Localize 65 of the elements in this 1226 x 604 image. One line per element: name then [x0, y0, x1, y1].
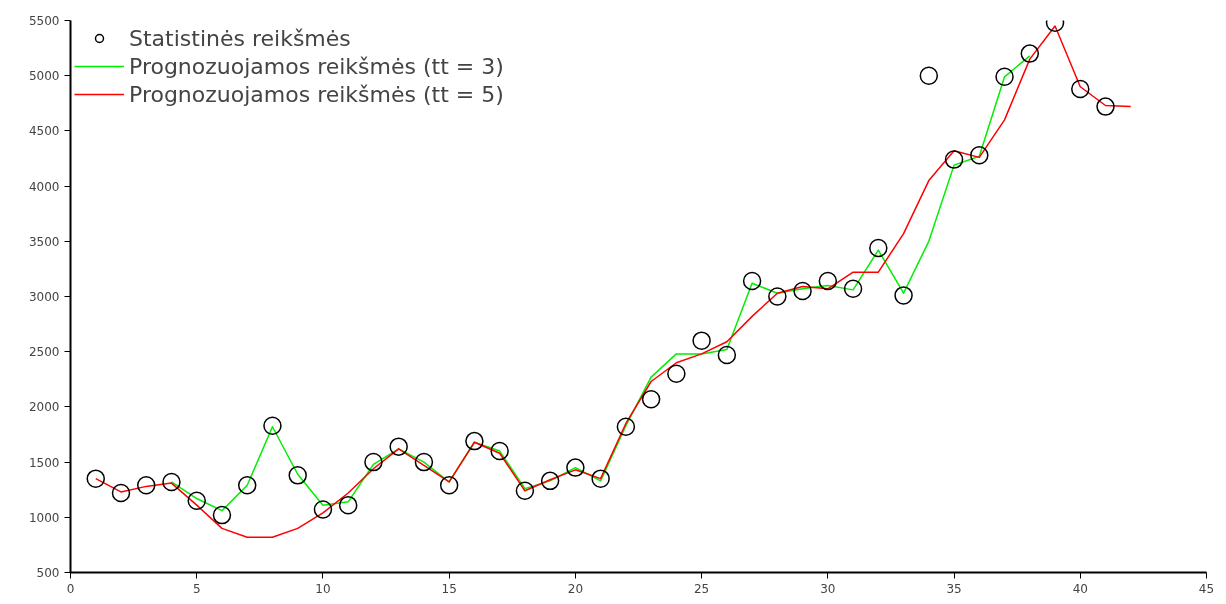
y-tick-label: 1500	[28, 455, 60, 470]
x-tick-label: 10	[315, 581, 331, 596]
x-tick-label: 5	[192, 581, 201, 596]
x-tick-label: 35	[946, 581, 962, 596]
point	[793, 281, 812, 301]
y-tick-label: 500	[36, 566, 60, 580]
point	[288, 466, 307, 485]
point	[136, 476, 156, 495]
point	[869, 238, 888, 258]
point	[970, 145, 989, 165]
point	[86, 469, 105, 488]
point	[566, 458, 585, 477]
point	[667, 364, 686, 384]
point	[540, 471, 560, 491]
point	[742, 271, 762, 291]
x-tick-label: 25	[693, 581, 710, 596]
y-tick-label: 5000	[28, 69, 60, 84]
point	[641, 389, 661, 409]
legend-label: Prognozuojamos reikšmės (tt = 3)	[129, 52, 504, 80]
point	[439, 476, 459, 495]
y-tick-label: 2000	[28, 400, 60, 415]
point	[843, 279, 863, 299]
legend-label: Statistinės reikšmės	[129, 24, 351, 52]
point	[414, 452, 434, 472]
point	[187, 491, 206, 510]
point	[162, 472, 181, 492]
point	[616, 417, 636, 437]
point	[919, 66, 939, 85]
y-tick-label: 4500	[28, 124, 60, 139]
point	[717, 345, 737, 365]
point	[995, 67, 1014, 87]
point	[212, 505, 232, 525]
point	[944, 150, 964, 169]
y-tick-label: 1000	[28, 510, 60, 525]
point	[313, 500, 333, 519]
point	[237, 476, 257, 495]
legend-label: Prognozuojamos reikšmės (tt = 5)	[129, 80, 504, 108]
y-tick-label: 2500	[28, 345, 60, 360]
point	[768, 287, 787, 306]
point	[1096, 97, 1115, 116]
point	[364, 452, 383, 472]
point	[263, 416, 282, 435]
x-tick-label: 40	[1072, 581, 1088, 596]
point	[465, 431, 484, 451]
y-tick-label: 3000	[28, 290, 60, 304]
point	[490, 441, 509, 461]
y-tick-label: 5500	[28, 14, 60, 28]
point	[111, 483, 131, 503]
point	[1020, 44, 1040, 63]
y-tick-label: 3500	[28, 234, 60, 249]
x-tick-label: 45	[1198, 581, 1215, 596]
line-series	[94, 25, 1132, 538]
x-tick-label: 20	[567, 581, 584, 596]
point	[894, 286, 913, 305]
point	[515, 481, 535, 501]
point	[338, 495, 358, 515]
x-tick-label: 0	[66, 581, 75, 596]
x-tick-label: 30	[820, 581, 836, 596]
point	[818, 271, 838, 291]
y-tick-label: 4000	[28, 179, 60, 194]
point	[591, 469, 610, 488]
x-tick-label: 15	[441, 581, 457, 596]
point	[1071, 79, 1090, 99]
point	[389, 437, 408, 456]
point	[692, 331, 711, 350]
